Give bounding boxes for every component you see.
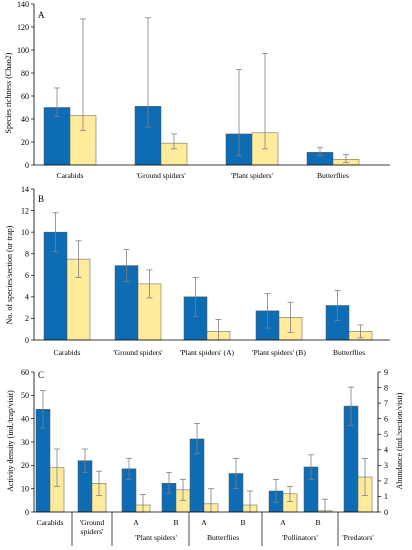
group-label: spiders'	[81, 527, 105, 536]
panel-a-axes	[33, 4, 390, 166]
y-tick-label: 100	[17, 46, 29, 55]
y-tick-label: 14	[21, 185, 29, 194]
y-tick-label: 20	[21, 138, 29, 147]
panel-a-error-bars	[54, 17, 349, 164]
y-tick-label: 60	[21, 92, 29, 101]
panel-b-axes	[33, 189, 390, 341]
right-y-tick-label: 2	[384, 477, 388, 486]
y-tick-label: 10	[21, 228, 29, 237]
panel-c-bars	[35, 405, 373, 513]
y-tick-label: 50	[21, 391, 29, 400]
group-label: 'Plant spiders'	[135, 533, 177, 542]
sub-category-label: B	[315, 518, 320, 527]
right-y-tick-label: 1	[384, 492, 388, 501]
y-tick-label: 120	[17, 23, 29, 32]
sub-category-label: B	[173, 518, 178, 527]
group-label: 'Pollinators'	[282, 533, 318, 542]
sub-category-label: A	[133, 518, 139, 527]
panel-c-error-bars	[40, 386, 368, 513]
y-tick-label: 60	[21, 368, 29, 377]
sub-category-label: A	[280, 518, 286, 527]
category-label: 'Ground spiders'	[113, 348, 163, 357]
category-label: Butterflies	[333, 348, 365, 357]
sub-category-label: A	[201, 518, 207, 527]
panel-a-bars	[43, 106, 360, 166]
category-label: Carabids	[57, 171, 84, 180]
group-label: 'Ground	[80, 518, 105, 527]
y-tick-label: 0	[25, 336, 29, 345]
right-y-tick-label: 0	[384, 508, 388, 517]
y-tick-label: 2	[25, 314, 29, 323]
right-y-tick-label: 6	[384, 414, 388, 423]
y-tick-label: 140	[17, 0, 29, 9]
y-tick-label: 10	[21, 484, 29, 493]
y-tick-label: 80	[21, 69, 29, 78]
y-tick-label: 0	[25, 161, 29, 170]
y-tick-label: 0	[25, 508, 29, 517]
group-label: Butterflies	[207, 533, 239, 542]
right-y-tick-label: 5	[384, 430, 388, 439]
right-y-tick-label: 9	[384, 368, 388, 377]
panel-c-label: C	[38, 370, 44, 380]
panel-c: C Activity density (ind./trap/visit) Abu…	[6, 368, 404, 546]
panel-a: A Species richness (Chao2) 0 20 40 60 80 100 1…	[4, 0, 390, 180]
y-tick-label: 8	[25, 250, 29, 259]
y-tick-label: 40	[21, 115, 29, 124]
y-tick-label: 4	[25, 293, 29, 302]
panel-b-label: B	[38, 194, 44, 204]
group-label: Carabids	[37, 518, 64, 527]
right-y-tick-label: 7	[384, 399, 388, 408]
y-tick-label: 30	[21, 438, 29, 447]
panel-a-y-axis-title: Species richness (Chao2)	[4, 52, 13, 133]
panel-c-y-ticks: 0 10 20 30 40 50 60	[21, 368, 34, 517]
right-y-tick-label: 4	[384, 446, 388, 455]
y-tick-label: 12	[21, 206, 29, 215]
y-tick-label: 40	[21, 414, 29, 423]
category-label: 'Plant spiders' (A)	[180, 348, 235, 357]
panel-a-label: A	[38, 10, 45, 20]
panel-c-y-axis-title: Activity density (ind./trap/visit)	[6, 390, 15, 492]
category-label: 'Plant spiders'	[231, 171, 273, 180]
category-label: Butterflies	[317, 171, 349, 180]
panel-a-categories: Carabids 'Ground spiders' 'Plant spiders' B…	[57, 171, 350, 180]
panel-c-right-y-ticks: 0 1 2 3 4 5 6 7 8 9	[378, 368, 388, 517]
y-tick-label: 6	[25, 271, 29, 280]
right-y-tick-label: 3	[384, 461, 388, 470]
category-label: Carabids	[54, 348, 81, 357]
panel-b-categories: Carabids 'Ground spiders' 'Plant spiders' …	[54, 348, 366, 357]
panel-b-y-axis-title: No. of species/section (or trap)	[5, 225, 14, 324]
right-y-tick-label: 8	[384, 383, 388, 392]
y-tick-label: 20	[21, 461, 29, 470]
panel-b-error-bars	[52, 212, 364, 341]
panel-b: B No. of species/section (or trap) 0 2 4 6 8…	[5, 185, 390, 357]
category-label: 'Plant spiders' (B)	[252, 348, 306, 357]
panel-a-y-ticks: 0 20 40 60 80 100 120 140	[17, 0, 34, 170]
group-label: 'Predators'	[342, 533, 374, 542]
panel-b-y-ticks: 0 2 4 6 8 10 12 14	[21, 185, 34, 345]
panel-c-right-y-axis-title: Abundance (ind./section/visit)	[395, 392, 404, 489]
sub-category-label: B	[240, 518, 245, 527]
panel-c-axes	[33, 372, 379, 513]
category-label: 'Ground spiders'	[136, 171, 186, 180]
panel-b-bars	[43, 231, 373, 341]
